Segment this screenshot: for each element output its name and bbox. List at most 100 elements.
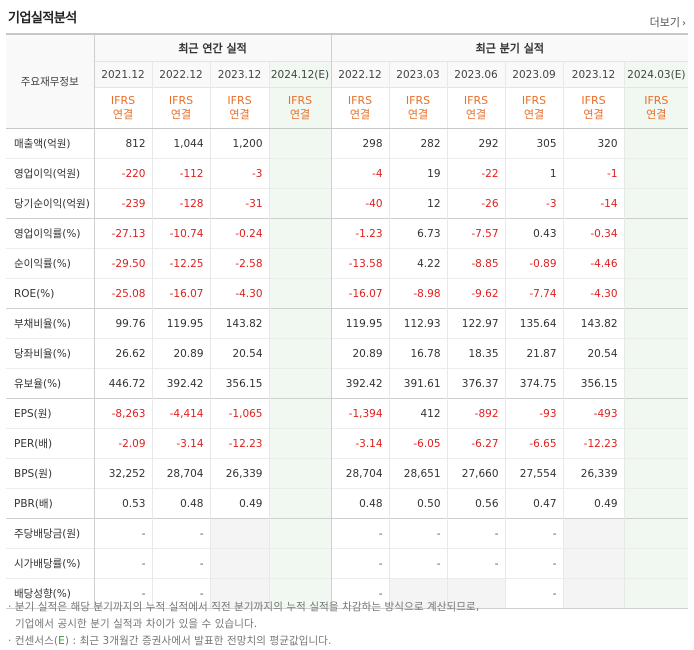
data-cell: -93 [504,398,564,429]
data-cell: 812 [93,128,152,159]
row-label: ROE(%) [6,278,94,309]
data-cell: -26 [446,188,506,219]
data-cell: 20.89 [330,338,390,369]
data-cell [268,158,332,189]
data-cell: 20.89 [151,338,210,369]
data-cell: -4 [330,158,390,189]
chevron-right-icon: › [682,18,686,29]
data-cell: 26,339 [209,458,269,489]
data-cell [268,218,332,249]
data-cell: - [93,518,152,549]
data-cell [623,398,689,429]
basis-header: IFRS 연결 [209,87,269,129]
data-cell: 1,044 [151,128,210,159]
data-cell: -1,394 [330,398,390,429]
basis-bottom: 연결 [583,108,604,121]
data-cell [623,368,689,399]
data-cell: - [330,518,390,549]
table-body: 매출액(억원) 812 1,044 1,200 298 282 292 305 320 영업이익(… [6,128,689,609]
data-cell: 392.42 [151,368,210,399]
data-cell: -3 [504,188,564,219]
data-cell: - [446,518,506,549]
data-cell: 282 [388,128,448,159]
row-label: 배당성향(%) [6,578,94,609]
data-cell: 320 [562,128,625,159]
basis-header: IFRS 연결 [330,87,390,129]
data-cell [623,218,689,249]
data-cell [268,398,332,429]
financial-table: 주요재무정보 최근 연간 실적 최근 분기 실적 2021.12 2022.12 2… [6,33,689,609]
data-cell: 446.72 [93,368,152,399]
basis-top: IFRS [644,94,669,107]
row-label: 당좌비율(%) [6,338,94,369]
data-cell: 298 [330,128,390,159]
data-cell [268,278,332,309]
data-cell: 21.87 [504,338,564,369]
data-cell: 27,554 [504,458,564,489]
quarterly-group-header: 최근 분기 실적 [330,33,689,62]
data-cell: -8.98 [388,278,448,309]
data-cell: -16.07 [151,278,210,309]
data-cell: -1.23 [330,218,390,249]
data-cell [209,518,269,549]
data-cell: 20.54 [209,338,269,369]
table-row: 순이익률(%) -29.50 -12.25 -2.58 -13.58 4.22 -8.85-… [6,248,689,279]
data-cell: -6.27 [446,428,506,459]
period-header: 2023.12 [562,61,625,88]
data-cell: - [151,548,210,579]
data-cell [268,248,332,279]
data-cell: -14 [562,188,625,219]
data-cell [268,518,332,549]
data-cell: -2.58 [209,248,269,279]
data-cell: -892 [446,398,506,429]
data-cell [623,458,689,489]
data-cell: -128 [151,188,210,219]
footnote-1-cont-text: 기업에서 공시한 분기 실적과 차이가 있을 수 있습니다. [15,618,258,630]
period-header: 2024.12(E) [268,61,332,88]
basis-header: IFRS 연결 [268,87,332,129]
basis-top: IFRS [110,94,136,107]
data-cell [562,548,625,579]
footnote-1-text: 분기 실적은 해당 분기까지의 누적 실적에서 직전 분기까지의 누적 실적을 … [14,601,480,613]
table-row: 영업이익(억원) -220 -112 -3 -4 19 -22 1 -1 [6,158,689,189]
data-cell: -239 [93,188,152,219]
data-cell: 376.37 [446,368,506,399]
data-cell [623,188,689,219]
basis-bottom: 연결 [289,108,311,121]
period-header: 2024.03(E) [623,61,689,88]
data-cell: -0.24 [209,218,269,249]
data-cell: 4.22 [388,248,448,279]
row-label: 순이익률(%) [6,248,94,279]
data-cell [268,368,332,399]
footnote-2-suffix: ) : 최근 3개월간 증권사에서 발표한 전망치의 평균값입니다. [64,635,332,647]
data-cell [209,548,269,579]
footnote-1: · 분기 실적은 해당 분기까지의 누적 실적에서 직전 분기까지의 누적 실적… [8,601,480,613]
data-cell [623,548,689,579]
period-header: 2023.06 [446,61,506,88]
more-link[interactable]: 더보기 › [650,14,686,30]
data-cell: -9.62 [446,278,506,309]
data-cell: -12.23 [562,428,625,459]
table-row: 당기순이익(억원) -239 -128 -31 -40 12 -26 -3 -14 [6,188,689,219]
basis-header: IFRS 연결 [151,87,210,129]
row-label: 영업이익(억원) [6,158,94,189]
data-cell [623,428,689,459]
data-cell: 305 [504,128,564,159]
basis-bottom: 연결 [170,108,192,121]
data-cell [268,338,332,369]
data-cell: 12 [388,188,448,219]
data-cell: 356.15 [209,368,269,399]
data-cell: 26.62 [93,338,152,369]
data-cell [209,578,269,609]
data-cell: - [446,548,506,579]
data-cell: 0.56 [446,488,506,519]
data-cell: - [504,578,564,609]
basis-header: IFRS 연결 [388,87,448,129]
data-cell: - [93,548,152,579]
data-cell: 99.76 [93,308,152,339]
row-label: PBR(배) [6,488,94,519]
table-row: 배당성향(%) - - - - [6,578,689,609]
basis-top: IFRS [347,94,373,107]
data-cell: 0.43 [504,218,564,249]
table-row: EPS(원) -8,263 -4,414 -1,065 -1,394 412 -892 -93… [6,398,689,429]
